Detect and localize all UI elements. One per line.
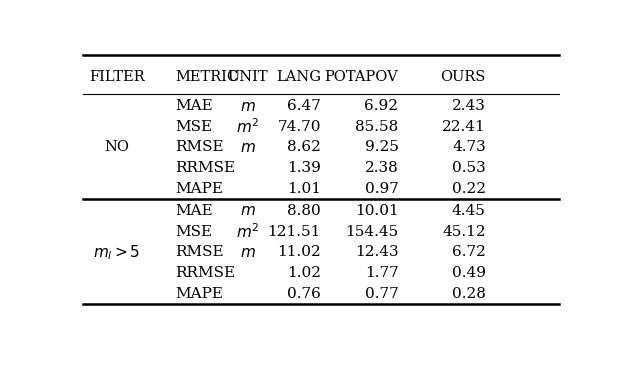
Text: 0.97: 0.97 (364, 182, 398, 196)
Text: 1.02: 1.02 (287, 266, 321, 280)
Text: 6.92: 6.92 (364, 99, 398, 113)
Text: 2.38: 2.38 (365, 161, 398, 175)
Text: 74.70: 74.70 (277, 120, 321, 134)
Text: 8.80: 8.80 (287, 204, 321, 218)
Text: MAPE: MAPE (175, 287, 223, 301)
Text: 0.49: 0.49 (452, 266, 486, 280)
Text: 12.43: 12.43 (355, 245, 398, 259)
Text: $m$: $m$ (240, 245, 256, 260)
Text: MAE: MAE (175, 99, 213, 113)
Text: POTAPOV: POTAPOV (325, 70, 398, 84)
Text: 4.73: 4.73 (452, 141, 486, 155)
Text: MSE: MSE (175, 224, 212, 238)
Text: 0.28: 0.28 (452, 287, 486, 301)
Text: OURS: OURS (441, 70, 486, 84)
Text: 11.02: 11.02 (277, 245, 321, 259)
Text: 1.77: 1.77 (365, 266, 398, 280)
Text: FILTER: FILTER (90, 70, 145, 84)
Text: 22.41: 22.41 (442, 120, 486, 134)
Text: 10.01: 10.01 (355, 204, 398, 218)
Text: METRIC: METRIC (175, 70, 239, 84)
Text: 0.53: 0.53 (452, 161, 486, 175)
Text: 6.72: 6.72 (452, 245, 486, 259)
Text: 4.45: 4.45 (452, 204, 486, 218)
Text: 0.22: 0.22 (452, 182, 486, 196)
Text: MAPE: MAPE (175, 182, 223, 196)
Text: 9.25: 9.25 (364, 141, 398, 155)
Text: LANG: LANG (276, 70, 321, 84)
Text: 8.62: 8.62 (287, 141, 321, 155)
Text: 6.47: 6.47 (287, 99, 321, 113)
Text: 2.43: 2.43 (452, 99, 486, 113)
Text: 121.51: 121.51 (267, 224, 321, 238)
Text: $m^2$: $m^2$ (237, 222, 260, 241)
Text: $m_l > 5$: $m_l > 5$ (93, 243, 141, 262)
Text: RMSE: RMSE (175, 141, 224, 155)
Text: 45.12: 45.12 (442, 224, 486, 238)
Text: RRMSE: RRMSE (175, 161, 235, 175)
Text: $m^2$: $m^2$ (237, 117, 260, 136)
Text: 1.39: 1.39 (287, 161, 321, 175)
Text: UNIT: UNIT (228, 70, 269, 84)
Text: MAE: MAE (175, 204, 213, 218)
Text: $m$: $m$ (240, 204, 256, 219)
Text: $m$: $m$ (240, 99, 256, 114)
Text: 0.77: 0.77 (365, 287, 398, 301)
Text: RMSE: RMSE (175, 245, 224, 259)
Text: 154.45: 154.45 (345, 224, 398, 238)
Text: RRMSE: RRMSE (175, 266, 235, 280)
Text: $m$: $m$ (240, 140, 256, 155)
Text: MSE: MSE (175, 120, 212, 134)
Text: NO: NO (105, 141, 130, 155)
Text: 85.58: 85.58 (355, 120, 398, 134)
Text: 0.76: 0.76 (287, 287, 321, 301)
Text: 1.01: 1.01 (287, 182, 321, 196)
